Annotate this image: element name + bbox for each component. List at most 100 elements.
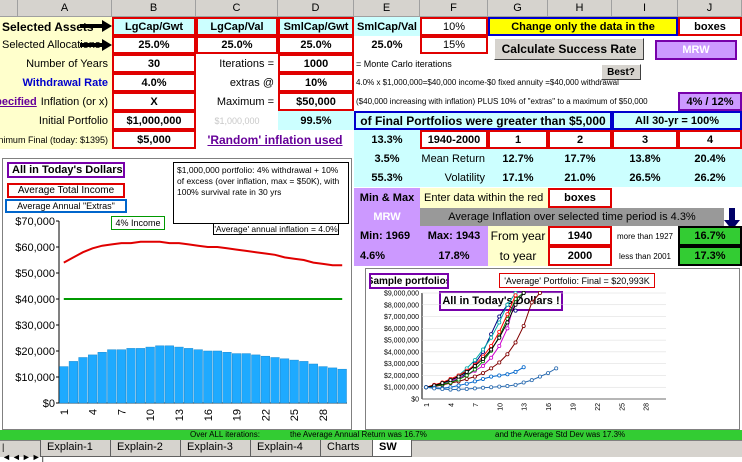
column-header-g[interactable]: G <box>488 0 548 17</box>
column-header-c[interactable]: C <box>196 0 278 17</box>
alloc-d-cell[interactable]: 25.0% <box>278 36 354 54</box>
random-inflation-link[interactable]: 'Random' inflation used <box>207 132 343 147</box>
withdrawal-rate-input[interactable]: 4.0% <box>112 73 196 92</box>
portfolio-point <box>489 335 494 340</box>
maximum-input[interactable]: $50,000 <box>278 92 354 111</box>
portfolio-point <box>481 356 486 361</box>
corner-select-all[interactable] <box>0 0 18 17</box>
extras-input[interactable]: 10% <box>278 73 354 92</box>
initial-portfolio-input[interactable]: $1,000,000 <box>112 111 196 130</box>
initial-portfolio-ghost: $1,000,000 <box>214 115 260 126</box>
arrow-icon <box>80 39 112 51</box>
success-rate-value: 99.5% <box>278 111 354 130</box>
x-tick-label: 4 <box>88 409 100 415</box>
from-year-label: From year <box>488 226 548 246</box>
extras-bar <box>270 357 280 404</box>
prev-tab-icon[interactable]: ◄ <box>11 452 22 462</box>
extras-label: extras @ <box>229 76 274 89</box>
max-value: 17.8% <box>420 246 488 266</box>
portfolio-point <box>505 372 510 377</box>
tab-scroll-buttons[interactable]: |◄◄►►| <box>2 442 44 462</box>
asset-d-cell[interactable]: SmlCap/Gwt <box>278 17 354 36</box>
x-tick-label: 25 <box>619 403 626 411</box>
portfolio-point <box>456 383 461 388</box>
e9-value: 55.3% <box>354 168 420 187</box>
extras-bar <box>328 367 338 404</box>
inflation-input[interactable]: X <box>112 92 196 111</box>
alloc-b-cell[interactable]: 25.0% <box>112 36 196 54</box>
asset-b-cell[interactable]: LgCap/Gwt <box>112 17 196 36</box>
extras-bar <box>222 352 232 404</box>
mean-return-1: 12.7% <box>488 149 548 168</box>
asset-e-cell[interactable]: SmlCap/Val <box>354 17 420 36</box>
x-tick-label: 16 <box>546 403 553 411</box>
mrw-button[interactable]: MRW <box>655 40 737 60</box>
column-header-i[interactable]: I <box>612 0 678 17</box>
best-button[interactable]: Best? <box>601 64 641 80</box>
portfolio-point <box>537 374 542 379</box>
sample-portfolios-chart[interactable]: Sample portfolios 'Average' Portfolio: F… <box>365 268 740 430</box>
asset-c-cell[interactable]: LgCap/Val <box>196 17 278 36</box>
status-bar: Over ALL iterations: the Average Annual … <box>0 430 742 440</box>
portfolio-point <box>440 386 445 391</box>
portfolio-point <box>521 365 526 370</box>
y-tick-label: $8,000,000 <box>384 302 419 309</box>
x-tick-label: 10 <box>497 403 504 411</box>
x-tick-label: 1 <box>59 409 71 415</box>
more-than-value: 16.7% <box>678 226 742 246</box>
y-tick-label: $4,000,000 <box>384 349 419 356</box>
number-of-years-label: Number of Years <box>0 54 112 73</box>
column-header-f[interactable]: F <box>420 0 488 17</box>
portfolio-point <box>481 364 486 369</box>
legend-extras: Average Annual "Extras" <box>5 199 127 213</box>
portfolio-point <box>472 374 477 379</box>
portfolio-point <box>497 373 502 378</box>
income-chart[interactable]: All in Today's Dollars Average Total Inc… <box>2 158 352 430</box>
portfolio-point <box>432 386 437 391</box>
from-year-input[interactable]: 1940 <box>548 226 612 246</box>
portfolio-point <box>497 344 502 349</box>
tab-sw[interactable]: SW <box>372 440 412 457</box>
column-header-b[interactable]: B <box>112 0 196 17</box>
legend-income: Average Total Income <box>7 183 125 198</box>
column-header-j[interactable]: J <box>678 0 742 17</box>
column-header-a[interactable]: A <box>18 0 112 17</box>
column-header-e[interactable]: E <box>354 0 420 17</box>
iterations-input[interactable]: 1000 <box>278 54 354 73</box>
tab-explain-4[interactable]: Explain-4 <box>250 440 332 457</box>
alloc-c-cell[interactable]: 25.0% <box>196 36 278 54</box>
portfolio-point <box>464 386 469 391</box>
next-tab-icon[interactable]: ► <box>21 452 32 462</box>
income-chart-plot: $0 $10,000 $20,000 $30,000 $40,000 $50,000 $60… <box>15 216 347 421</box>
portfolio-point <box>505 326 510 331</box>
tab-charts[interactable]: Charts <box>320 440 384 457</box>
f1-cell[interactable]: 10% <box>420 17 488 36</box>
y-tick-label: $6,000,000 <box>384 326 419 333</box>
portfolio-point <box>448 378 453 383</box>
asset-2-header: 2 <box>548 130 612 149</box>
y-tick-label: $30,000 <box>15 320 55 332</box>
specified-label: Specified <box>0 95 37 108</box>
mean-return-4: 20.4% <box>678 149 742 168</box>
status-mid: the Average Annual Return was 16.7% <box>290 430 427 439</box>
to-year-input[interactable]: 2000 <box>548 246 612 266</box>
portfolio-point <box>521 323 526 328</box>
y-tick-label: $20,000 <box>15 346 55 358</box>
extras-bar <box>241 353 251 404</box>
y-tick-label: $7,000,000 <box>384 314 419 321</box>
minimum-final-input[interactable]: $5,000 <box>112 130 196 149</box>
extras-bar <box>337 368 347 404</box>
portfolio-point <box>472 367 477 372</box>
portfolio-point <box>513 308 518 313</box>
asset-4-header: 4 <box>678 130 742 149</box>
portfolio-point <box>440 381 445 386</box>
calculate-success-rate-button[interactable]: Calculate Success Rate <box>494 38 644 60</box>
column-header-h[interactable]: H <box>548 0 612 17</box>
first-tab-icon[interactable]: |◄ <box>2 442 12 462</box>
years-input[interactable]: 30 <box>112 54 196 73</box>
portfolio-point <box>481 371 486 376</box>
f2-cell[interactable]: 15% <box>420 36 488 54</box>
column-header-d[interactable]: D <box>278 0 354 17</box>
extras-bar <box>164 345 174 404</box>
portfolio-point <box>489 374 494 379</box>
